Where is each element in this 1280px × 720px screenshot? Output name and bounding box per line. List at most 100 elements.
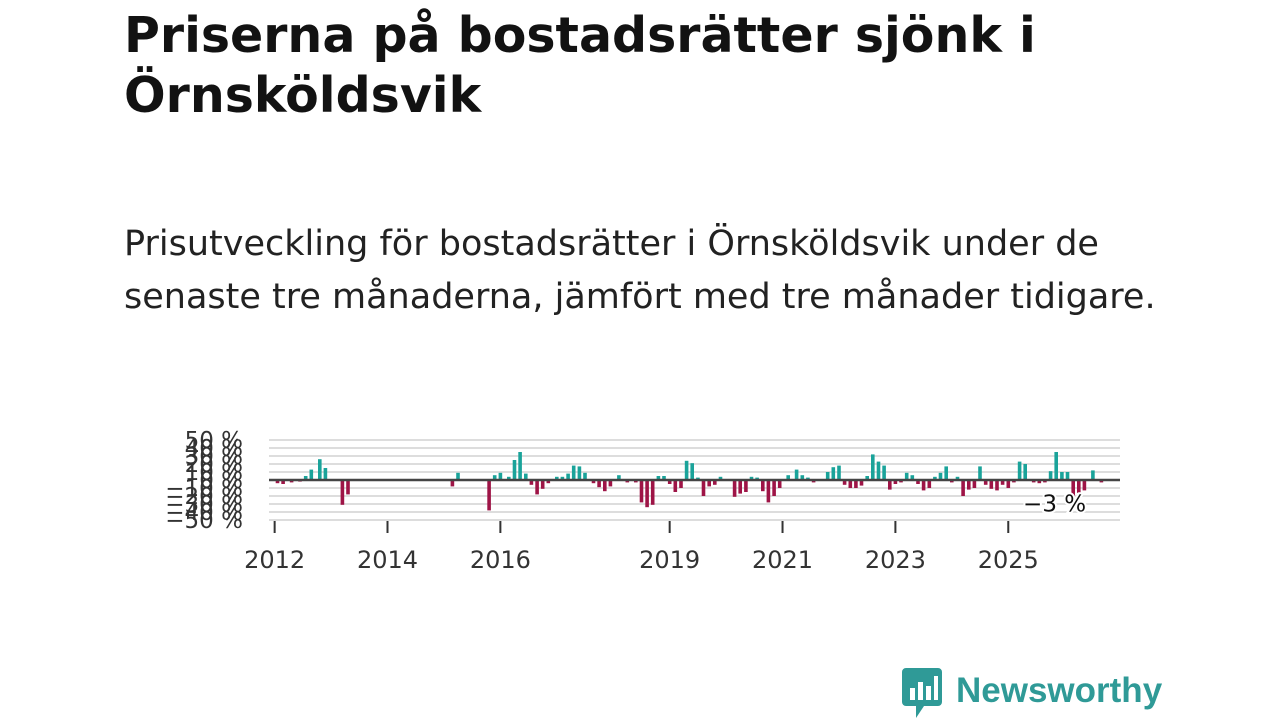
bar-positive — [910, 475, 915, 480]
bar-negative — [842, 480, 847, 485]
y-tick-label: −20 % — [165, 484, 243, 510]
bar-positive — [876, 461, 881, 480]
bar-positive — [882, 465, 886, 480]
bar-positive — [904, 472, 909, 480]
bar-negative — [744, 480, 748, 492]
bar-negative — [673, 480, 678, 492]
bar-negative — [732, 480, 737, 497]
bar-negative — [888, 480, 892, 490]
bar-negative — [859, 480, 864, 486]
bar-negative — [281, 480, 285, 484]
bar-positive — [524, 473, 528, 480]
bar-negative — [1037, 480, 1042, 484]
bar-negative — [989, 480, 994, 489]
x-tick-label: 2016 — [470, 546, 531, 574]
bar-negative — [679, 480, 683, 488]
x-tick-label: 2023 — [865, 546, 926, 574]
y-tick-label: 50 % — [185, 428, 243, 454]
bar-positive — [617, 475, 621, 480]
bar-negative — [1071, 480, 1075, 499]
bar-positive — [577, 466, 582, 480]
bar-negative — [1082, 480, 1087, 491]
bar-negative — [921, 480, 926, 491]
y-tick-label: −40 % — [165, 500, 243, 526]
bar-negative — [967, 480, 971, 490]
y-tick-label: 40 % — [185, 436, 243, 462]
bar-positive — [933, 476, 937, 480]
bar-positive — [583, 472, 587, 480]
bar-positive — [1054, 452, 1058, 480]
y-tick-label: −50 % — [165, 508, 243, 534]
bar-positive — [498, 472, 503, 480]
price-change-chart: 50 %40 %30 %20 %10 %0 %−10 %−20 %−30 %−4… — [165, 428, 1120, 574]
x-tick-label: 2025 — [978, 546, 1039, 574]
bar-negative — [603, 480, 607, 492]
latest-value-label: −3 % — [1023, 491, 1086, 517]
bar-negative — [983, 480, 988, 485]
bar-positive — [1065, 472, 1070, 480]
y-tick-label: 10 % — [185, 460, 243, 486]
y-tick-label: 20 % — [185, 452, 243, 478]
bar-positive — [318, 459, 322, 480]
bar-positive — [456, 472, 460, 480]
bar-positive — [794, 469, 799, 480]
bar-negative — [1000, 480, 1005, 485]
x-tick-label: 2019 — [639, 546, 700, 574]
bar-positive — [1091, 470, 1095, 480]
bar-positive — [955, 476, 960, 480]
bar-negative — [535, 480, 539, 495]
bar-positive — [1023, 464, 1027, 480]
bar-negative — [995, 480, 999, 491]
bar-positive — [684, 460, 689, 480]
bar-positive — [825, 472, 830, 480]
bar-negative — [916, 480, 920, 484]
bar-positive — [831, 467, 836, 480]
bar-negative — [608, 480, 613, 487]
bar-negative — [972, 480, 977, 488]
y-tick-label: −10 % — [165, 476, 243, 502]
bar-positive — [786, 475, 790, 480]
bar-negative — [701, 480, 706, 496]
bar-positive — [1048, 471, 1053, 480]
bar-negative — [529, 480, 534, 485]
bar-negative — [738, 480, 742, 494]
bar-positive — [512, 460, 517, 480]
bar-positive — [566, 473, 570, 480]
bar-positive — [656, 476, 661, 480]
bar-negative — [761, 480, 765, 492]
bar-positive — [662, 476, 666, 480]
bars — [275, 452, 1104, 511]
x-tick-label: 2014 — [357, 546, 418, 574]
y-tick-label: 0 % — [199, 468, 243, 494]
bar-positive — [303, 476, 308, 480]
bar-negative — [713, 480, 717, 485]
bar-negative — [639, 480, 644, 503]
y-axis-labels: 50 %40 %30 %20 %10 %0 %−10 %−20 %−30 %−4… — [165, 428, 243, 534]
bar-negative — [772, 480, 776, 496]
bar-positive — [690, 463, 694, 480]
bar-positive — [492, 475, 497, 480]
bar-positive — [865, 476, 869, 480]
bar-negative — [1006, 480, 1011, 488]
bar-negative — [346, 480, 350, 495]
bar-negative — [1077, 480, 1081, 493]
bar-positive — [571, 465, 576, 480]
x-tick-label: 2021 — [752, 546, 813, 574]
chart-subtitle: Prisutveckling för bostadsrätter i Örnsk… — [124, 224, 1156, 317]
bar-negative — [707, 480, 711, 487]
chart-title: Priserna på bostadsrätter sjönk i Örnskö… — [124, 7, 1036, 124]
bar-positive — [800, 475, 805, 480]
bar-negative — [650, 480, 655, 505]
bar-positive — [309, 469, 314, 480]
bar-positive — [749, 476, 754, 480]
bar-positive — [1017, 461, 1022, 480]
bar-positive — [978, 466, 982, 480]
y-tick-label: −30 % — [165, 492, 243, 518]
x-axis: 2012 2014 2016 2019 2021 2023 2025 — [244, 521, 1039, 574]
bar-negative — [591, 480, 596, 484]
bar-negative — [340, 480, 345, 505]
bar-positive — [871, 454, 875, 480]
bar-negative — [487, 480, 491, 511]
bar-positive — [560, 476, 565, 480]
bar-positive — [837, 465, 841, 480]
